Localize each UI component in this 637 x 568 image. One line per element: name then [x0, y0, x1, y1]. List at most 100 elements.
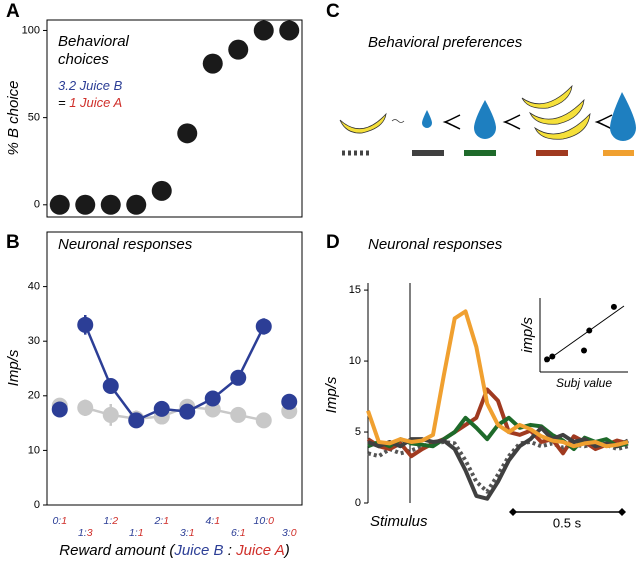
- drop: [422, 110, 432, 128]
- text-part: 3.2 Juice B: [58, 78, 123, 93]
- panel-letter: D: [326, 232, 340, 253]
- prec-sign: [594, 114, 613, 130]
- drop: [610, 92, 636, 141]
- y-axis-label: Imp/s: [323, 376, 340, 413]
- y-tick-label: 10: [28, 444, 40, 456]
- text-part: Reward amount (: [59, 542, 176, 559]
- text-part: 1 Juice A: [69, 95, 122, 110]
- panel-title: Behavioral: [58, 33, 130, 50]
- marker: [179, 403, 196, 420]
- y-tick-label: 100: [22, 24, 40, 36]
- prec-sign: [442, 114, 461, 130]
- series-line: [367, 425, 629, 501]
- banana: [521, 84, 573, 109]
- note: 3.2 Juice B: [58, 78, 123, 93]
- x-tick-label: 1:1: [129, 527, 144, 539]
- panel-letter: B: [6, 232, 20, 253]
- panel-letter: C: [326, 1, 340, 22]
- marker: [126, 194, 147, 215]
- plot-frame: [46, 231, 303, 506]
- marker: [544, 356, 551, 363]
- x-tick-label: 1:3: [78, 527, 93, 539]
- panel-title: choices: [58, 51, 109, 68]
- legend-bar: [536, 150, 568, 156]
- marker: [100, 194, 121, 215]
- series-line: [367, 439, 629, 494]
- y-tick-label: 0: [34, 499, 40, 511]
- text-part: =: [58, 95, 66, 110]
- legend-bar: [603, 150, 634, 156]
- marker: [177, 123, 198, 144]
- series-line: [366, 309, 629, 449]
- marker: [230, 369, 247, 386]
- x-tick-label: 0:1: [52, 515, 67, 527]
- banana: [339, 112, 387, 134]
- y-tick-label: 0: [355, 497, 361, 509]
- y-tick-label: 40: [28, 281, 40, 293]
- y-tick-label: 20: [28, 390, 40, 402]
- marker: [253, 20, 274, 41]
- marker: [255, 412, 272, 429]
- text-part: Juice A: [235, 542, 285, 559]
- text-part: ): [283, 542, 290, 559]
- marker: [102, 377, 119, 394]
- marker: [128, 412, 145, 429]
- similar-sign: [391, 119, 405, 123]
- marker: [255, 318, 272, 335]
- marker: [586, 327, 593, 334]
- marker: [75, 194, 96, 215]
- marker: [49, 194, 70, 215]
- drop: [474, 100, 496, 139]
- marker: [151, 180, 172, 201]
- panel-letter: A: [6, 1, 20, 22]
- y-tick-label: 50: [28, 112, 40, 124]
- text-part: :: [224, 542, 237, 559]
- y-tick-label: 30: [28, 335, 40, 347]
- legend-bar: [464, 150, 496, 156]
- marker: [202, 53, 223, 74]
- legend-bar: [412, 150, 444, 156]
- plot-frame: [46, 19, 303, 218]
- y-tick-label: 15: [349, 284, 361, 296]
- panel-title: Neuronal responses: [368, 236, 503, 253]
- y-axis-label: imp/s: [519, 317, 536, 353]
- x-tick-label: 10:0: [254, 515, 275, 527]
- prec-sign: [502, 114, 521, 130]
- marker: [77, 399, 94, 416]
- marker: [51, 401, 68, 418]
- banana: [534, 112, 591, 140]
- marker: [581, 347, 587, 354]
- marker: [228, 39, 249, 60]
- marker: [77, 316, 94, 333]
- marker: [153, 400, 170, 417]
- marker: [549, 353, 556, 360]
- panel-title: Neuronal responses: [58, 236, 193, 253]
- preference-diagram: [339, 84, 636, 141]
- marker: [230, 406, 247, 423]
- x-axis-label: Reward amount (Juice B : Juice A): [59, 542, 289, 559]
- x-tick-label: 3:0: [282, 527, 297, 539]
- x-axis-label: Subj value: [556, 376, 612, 390]
- y-tick-label: 0: [34, 199, 40, 211]
- x-tick-label: 3:1: [180, 527, 195, 539]
- banana: [529, 98, 585, 125]
- annotation: 0.5 s: [553, 515, 582, 530]
- y-axis-label: % B choice: [5, 80, 22, 155]
- y-axis-label: Imp/s: [5, 349, 22, 386]
- marker: [610, 303, 617, 310]
- x-tick-label: 4:1: [205, 515, 220, 527]
- x-tick-label: 2:1: [153, 515, 169, 527]
- marker: [281, 393, 298, 410]
- text-part: Juice B: [173, 542, 223, 559]
- note: = 1 Juice A: [58, 95, 122, 110]
- x-tick-label: 1:2: [103, 515, 118, 527]
- x-tick-label: 6:1: [231, 527, 246, 539]
- fit-line: [544, 305, 625, 363]
- annotation: Stimulus: [370, 513, 428, 530]
- y-tick-label: 5: [355, 426, 361, 438]
- marker: [102, 406, 119, 423]
- marker: [279, 20, 300, 41]
- panel-title: Behavioral preferences: [368, 34, 523, 51]
- marker: [204, 390, 221, 407]
